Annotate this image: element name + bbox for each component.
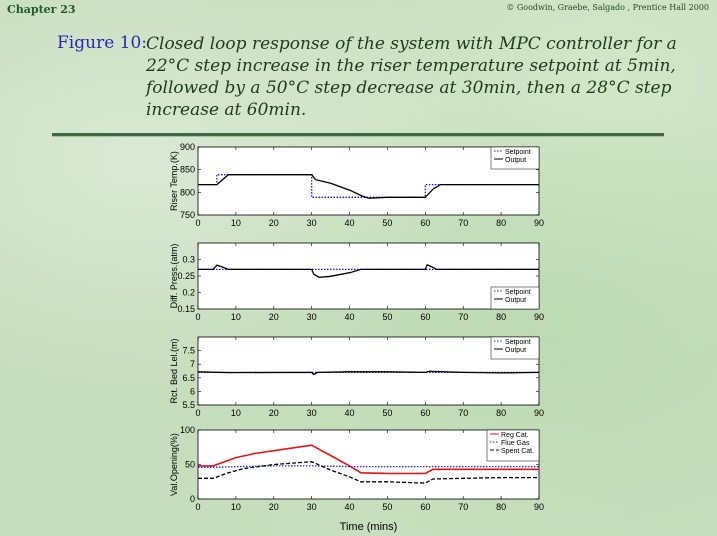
x-tick-label: 30 — [307, 218, 317, 228]
y-tick-label: 0.15 — [177, 304, 195, 314]
legend-label: Output — [505, 157, 526, 164]
x-tick-label: 10 — [231, 502, 241, 512]
y-tick-label: 7 — [190, 359, 195, 369]
x-tick-label: 0 — [195, 408, 200, 418]
x-tick-label: 70 — [458, 218, 468, 228]
y-tick-label: 7.5 — [182, 346, 195, 356]
x-tick-label: 70 — [458, 502, 468, 512]
y-tick-label: 6.5 — [182, 373, 195, 383]
x-tick-label: 20 — [269, 408, 279, 418]
y-axis-label: Diff. Press.(atm) — [169, 244, 179, 309]
legend-label: Output — [505, 297, 526, 304]
figure-label: Figure 10: — [57, 33, 148, 53]
x-axis-label: Time (mins) — [340, 521, 398, 533]
x-tick-label: 80 — [496, 312, 506, 322]
y-tick-label: 5.5 — [182, 400, 195, 410]
x-tick-label: 80 — [496, 408, 506, 418]
x-tick-label: 50 — [382, 218, 392, 228]
series-line-output — [197, 370, 540, 376]
x-tick-label: 0 — [195, 218, 200, 228]
y-axis-label: Riser Temp.(K) — [169, 151, 179, 211]
figure-caption: Closed loop response of the system with … — [146, 34, 677, 120]
x-tick-label: 50 — [382, 408, 392, 418]
x-tick-label: 30 — [307, 312, 317, 322]
copyright-notice: © Goodwin, Graebe, Salgado , Prentice Ha… — [506, 3, 709, 12]
x-tick-label: 30 — [307, 408, 317, 418]
x-tick-label: 10 — [231, 218, 241, 228]
series-line-spent-cat — [198, 461, 539, 484]
legend-label: Reg Cat. — [501, 432, 529, 439]
x-tick-label: 70 — [458, 408, 468, 418]
x-tick-label: 10 — [231, 312, 241, 322]
series-line-setpoint — [198, 174, 539, 198]
y-tick-label: 800 — [180, 187, 195, 197]
legend-box — [490, 286, 540, 310]
x-tick-label: 60 — [420, 218, 430, 228]
chapter-label: Chapter 23 — [7, 3, 76, 16]
plot-area — [197, 429, 540, 500]
x-tick-label: 50 — [382, 502, 392, 512]
x-tick-label: 70 — [458, 312, 468, 322]
y-tick-label: 0.25 — [177, 271, 195, 281]
legend-label: Output — [505, 347, 526, 354]
x-tick-label: 40 — [345, 502, 355, 512]
x-tick-label: 50 — [382, 312, 392, 322]
x-tick-label: 60 — [420, 408, 430, 418]
legend-label: Spent Cat. — [501, 448, 534, 455]
x-tick-label: 90 — [534, 502, 544, 512]
x-tick-label: 20 — [269, 312, 279, 322]
legend-box — [490, 146, 540, 170]
y-tick-label: 0.3 — [182, 255, 195, 265]
x-tick-label: 40 — [345, 408, 355, 418]
legend-label: Setpoint — [505, 149, 531, 156]
series-line-reg-cat — [198, 444, 539, 475]
x-tick-label: 10 — [231, 408, 241, 418]
y-axis-label: Rct. Bed Lel.(m) — [169, 338, 179, 403]
x-tick-label: 30 — [307, 502, 317, 512]
legend-label: Setpoint — [505, 289, 531, 296]
series-line-output — [198, 174, 539, 199]
y-tick-label: 100 — [180, 425, 195, 435]
plot-area — [197, 242, 540, 310]
x-tick-label: 90 — [534, 408, 544, 418]
x-tick-label: 60 — [420, 312, 430, 322]
x-tick-label: 40 — [345, 312, 355, 322]
y-tick-label: 6 — [190, 386, 195, 396]
x-tick-label: 80 — [496, 502, 506, 512]
x-tick-label: 40 — [345, 218, 355, 228]
x-tick-label: 80 — [496, 218, 506, 228]
x-tick-label: 20 — [269, 502, 279, 512]
plot-area — [197, 336, 540, 406]
y-tick-label: 750 — [180, 210, 195, 220]
legend-box — [490, 336, 540, 360]
legend-box — [486, 429, 540, 462]
series-line-output — [198, 263, 539, 278]
y-tick-label: 0.2 — [182, 288, 195, 298]
x-tick-label: 0 — [195, 502, 200, 512]
y-tick-label: 0 — [190, 494, 195, 504]
x-tick-label: 90 — [534, 218, 544, 228]
legend-label: Flue Gas — [501, 440, 530, 447]
y-tick-label: 850 — [180, 165, 195, 175]
legend-label: Setpoint — [505, 339, 531, 346]
plot-area — [197, 146, 540, 216]
x-tick-label: 20 — [269, 218, 279, 228]
x-tick-label: 60 — [420, 502, 430, 512]
x-tick-label: 90 — [534, 312, 544, 322]
y-tick-label: 900 — [180, 142, 195, 152]
x-tick-label: 0 — [195, 312, 200, 322]
y-axis-label: Val.Opening(%) — [169, 433, 179, 496]
caption-divider — [52, 133, 664, 137]
y-tick-label: 50 — [185, 460, 195, 470]
